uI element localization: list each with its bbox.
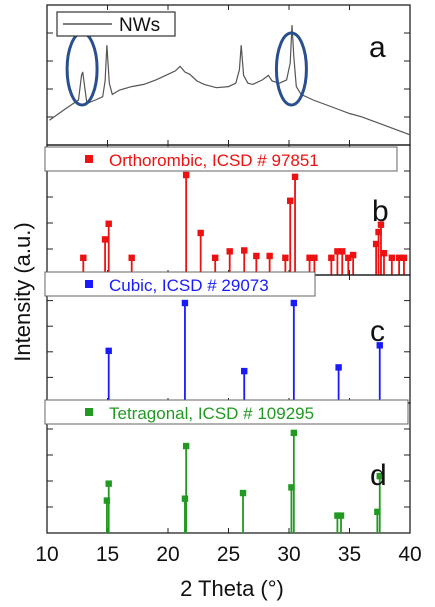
peak-marker — [377, 221, 385, 228]
peak-marker — [287, 197, 294, 204]
peak-marker — [345, 254, 352, 261]
peak-marker — [388, 254, 396, 261]
peak-marker — [266, 252, 273, 260]
peak-marker — [181, 299, 189, 307]
x-tick-label: 10 — [35, 543, 58, 566]
peak-marker — [282, 254, 289, 261]
nws-pattern-line — [49, 24, 411, 136]
peak-marker — [253, 252, 260, 260]
legend-box — [44, 399, 409, 425]
peak-marker — [182, 171, 190, 179]
highlight-ellipse — [65, 31, 99, 107]
peak-marker — [105, 220, 112, 227]
peak-marker — [400, 254, 408, 261]
peak-marker — [128, 254, 135, 261]
peak-marker — [395, 254, 403, 261]
legend-label-b: Orthorombic, ICSD # 97851 — [109, 151, 319, 170]
x-tick-labels: 10 15 20 25 30 35 40 — [35, 543, 421, 566]
peak-marker — [380, 250, 388, 257]
legend-marker — [85, 408, 93, 416]
peak-marker — [101, 236, 109, 243]
legend-marker — [85, 155, 93, 163]
peak-marker — [306, 254, 313, 261]
panel-letter-d: d — [370, 459, 387, 492]
peak-marker — [339, 248, 346, 255]
peak-marker — [226, 248, 233, 255]
peak-marker — [376, 472, 383, 480]
peak-marker — [311, 254, 318, 261]
peak-marker — [197, 229, 204, 237]
legend-nws: NWs — [56, 11, 176, 37]
peak-marker — [181, 495, 189, 502]
peak-marker — [328, 254, 335, 261]
highlight-ellipse — [274, 31, 308, 107]
peak-marker — [334, 512, 341, 519]
peak-marker — [103, 497, 111, 504]
legend-c: Cubic, ICSD # 29073 — [44, 271, 316, 297]
panel-letter-b: b — [372, 195, 389, 228]
peak-marker — [334, 248, 341, 255]
x-axis-title: 2 Theta (°) — [180, 576, 284, 601]
peak-marker — [239, 489, 247, 497]
panel-c: Cubic, ICSD # 29073 c — [44, 271, 411, 404]
peak-marker — [105, 347, 112, 355]
panel-b: Orthorombic, ICSD # 97851 b — [44, 144, 411, 276]
legend-d: Tetragonal, ICSD # 109295 — [44, 399, 409, 425]
legend-b: Orthorombic, ICSD # 97851 — [44, 146, 398, 172]
peak-marker — [375, 228, 382, 236]
panel-d: Tetragonal, ICSD # 109295 d — [44, 399, 411, 534]
peak-marker — [241, 247, 248, 254]
x-tick-label: 20 — [156, 543, 179, 566]
legend-label-c: Cubic, ICSD # 29073 — [109, 276, 269, 295]
peak-marker — [288, 484, 295, 491]
peak-marker — [80, 254, 87, 261]
peak-marker — [241, 367, 248, 375]
legend-marker — [85, 280, 93, 288]
y-axis-title: Intensity (a.u.) — [10, 222, 35, 361]
peak-marker — [182, 442, 190, 450]
peak-marker — [290, 429, 298, 437]
peak-marker — [374, 508, 381, 516]
legend-box — [44, 146, 398, 172]
peak-marker — [376, 342, 383, 349]
x-tick-label: 15 — [96, 543, 119, 566]
peak-marker — [211, 254, 219, 261]
peak-marker — [291, 173, 299, 181]
panel-letter-c: c — [370, 315, 385, 348]
peak-marker — [105, 480, 112, 487]
legend-label-d: Tetragonal, ICSD # 109295 — [109, 404, 314, 423]
peak-marker — [290, 299, 298, 307]
peak-marker — [349, 251, 357, 259]
legend-label-nws: NWs — [119, 15, 160, 36]
peak-marker — [372, 240, 380, 248]
x-tick-label: 30 — [277, 543, 300, 566]
panel-a: NWs a — [46, 4, 411, 146]
x-tick-label: 25 — [217, 543, 240, 566]
x-tick-label: 35 — [338, 543, 361, 566]
peak-marker — [337, 512, 345, 519]
x-tick-label: 40 — [398, 543, 421, 566]
panels-group: NWs a Orthorombic, ICSD # 97851 b Cubic, ICS… — [44, 4, 411, 534]
panel-letter-a: a — [369, 31, 386, 64]
peak-marker — [335, 364, 342, 371]
